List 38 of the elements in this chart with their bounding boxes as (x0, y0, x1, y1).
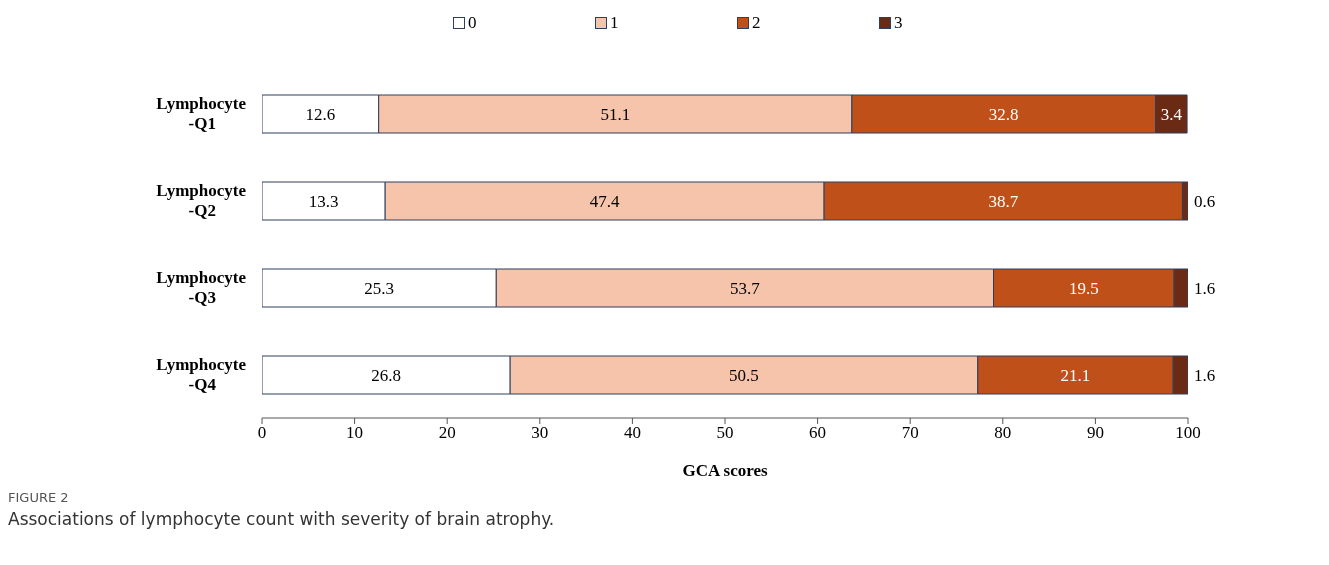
legend-label: 0 (467, 13, 478, 33)
data-label: 19.5 (1068, 279, 1099, 298)
y-tick-label: Lymphocyte -Q3 (156, 267, 247, 307)
x-tick-label: 40 (623, 423, 641, 443)
legend-label: 1 (609, 13, 620, 33)
x-tick-label: 100 (1175, 423, 1201, 443)
data-label: 47.4 (589, 192, 620, 211)
x-tick-label: 70 (901, 423, 919, 443)
data-label: 12.6 (305, 105, 336, 124)
data-label: 3.4 (1160, 105, 1183, 124)
y-tick-label: Lymphocyte -Q4 (156, 354, 247, 394)
x-tick-label: 60 (809, 423, 827, 443)
x-tick-label: 10 (346, 423, 364, 443)
data-label: 21.1 (1060, 366, 1091, 385)
caption: FIGURE 2 (8, 490, 70, 505)
x-tick-label: 80 (994, 423, 1012, 443)
data-label: 32.8 (988, 105, 1019, 124)
data-label: 51.1 (600, 105, 631, 124)
data-label: 38.7 (988, 192, 1019, 211)
data-label: 13.3 (308, 192, 339, 211)
data-label: 50.5 (729, 366, 759, 385)
y-tick-label: Lymphocyte -Q1 (156, 93, 247, 133)
x-tick-label: 20 (438, 423, 456, 443)
legend-label: 3 (893, 13, 904, 33)
x-tick-label: 90 (1086, 423, 1104, 443)
x-tick-label: 50 (716, 423, 734, 443)
x-tick-label: 0 (257, 423, 267, 443)
data-label: 1.6 (1194, 366, 1216, 385)
data-label: 26.8 (371, 366, 401, 385)
data-label: 1.6 (1194, 279, 1216, 298)
x-tick-label: 30 (531, 423, 549, 443)
data-label: 0.6 (1194, 192, 1216, 211)
legend-label: 2 (751, 13, 762, 33)
y-tick-label: Lymphocyte -Q2 (156, 180, 247, 220)
text: Associations of lymphocyte count with severity of brain atrophy. (8, 509, 556, 529)
data-label: 25.3 (364, 279, 395, 298)
x-axis-title: GCA scores (682, 461, 768, 480)
data-label: 53.7 (730, 279, 761, 298)
